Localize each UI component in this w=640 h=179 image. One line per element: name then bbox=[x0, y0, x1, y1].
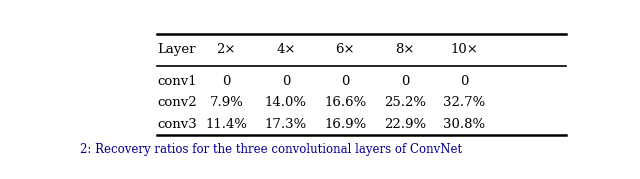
Text: conv2: conv2 bbox=[157, 96, 196, 109]
Text: 17.3%: 17.3% bbox=[265, 118, 307, 131]
Text: 0: 0 bbox=[282, 75, 290, 88]
Text: 8×: 8× bbox=[395, 43, 415, 56]
Text: 2×: 2× bbox=[216, 43, 236, 56]
Text: 0: 0 bbox=[460, 75, 468, 88]
Text: 6×: 6× bbox=[335, 43, 355, 56]
Text: 14.0%: 14.0% bbox=[265, 96, 307, 109]
Text: 0: 0 bbox=[222, 75, 230, 88]
Text: 4×: 4× bbox=[276, 43, 296, 56]
Text: 16.9%: 16.9% bbox=[324, 118, 367, 131]
Text: Layer: Layer bbox=[157, 43, 195, 56]
Text: 10×: 10× bbox=[451, 43, 478, 56]
Text: conv3: conv3 bbox=[157, 118, 196, 131]
Text: 16.6%: 16.6% bbox=[324, 96, 367, 109]
Text: 11.4%: 11.4% bbox=[205, 118, 247, 131]
Text: 7.9%: 7.9% bbox=[209, 96, 243, 109]
Text: 0: 0 bbox=[401, 75, 409, 88]
Text: 0: 0 bbox=[341, 75, 349, 88]
Text: 32.7%: 32.7% bbox=[444, 96, 486, 109]
Text: 25.2%: 25.2% bbox=[384, 96, 426, 109]
Text: 30.8%: 30.8% bbox=[444, 118, 486, 131]
Text: 2: Recovery ratios for the three convolutional layers of ConvNet: 2: Recovery ratios for the three convolu… bbox=[80, 143, 462, 156]
Text: conv1: conv1 bbox=[157, 75, 196, 88]
Text: 22.9%: 22.9% bbox=[384, 118, 426, 131]
